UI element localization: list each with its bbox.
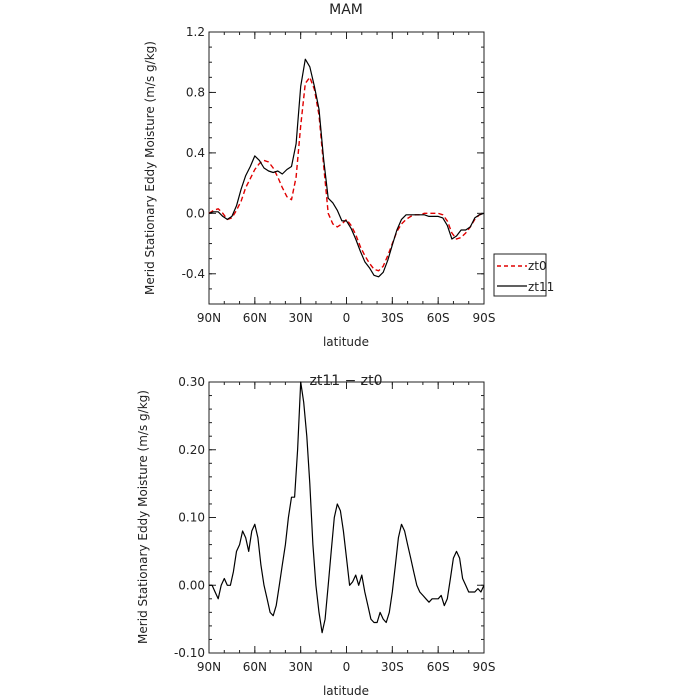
plot-frame xyxy=(208,31,485,305)
top-chart-title: MAM xyxy=(329,2,363,18)
x-tick-label: 90S xyxy=(473,660,496,674)
x-tick-label: 0 xyxy=(343,311,351,325)
x-tick-label: 60N xyxy=(243,660,267,674)
top-x-axis-label: latitude xyxy=(323,335,369,349)
x-tick-label: 90S xyxy=(473,311,496,325)
y-tick-label: 0.10 xyxy=(178,511,205,525)
series-line-diff-0 xyxy=(209,381,485,634)
x-tick-label: 60N xyxy=(243,311,267,325)
y-tick-label: -0.10 xyxy=(174,646,205,660)
y-tick-label: 0.0 xyxy=(186,206,205,220)
x-tick-label: 90N xyxy=(197,660,221,674)
x-tick-label: 90N xyxy=(197,311,221,325)
x-tick-label: 30N xyxy=(289,660,313,674)
plot-frame xyxy=(208,381,485,654)
y-tick-label: 0.30 xyxy=(178,375,205,389)
y-tick-label: 0.00 xyxy=(178,578,205,592)
series-line-zt0 xyxy=(208,76,485,272)
y-tick-label: -0.4 xyxy=(182,267,205,281)
y-tick-label: 0.4 xyxy=(186,146,205,160)
x-tick-label: 30N xyxy=(289,311,313,325)
bottom-chart-title: zt11 − zt0 xyxy=(309,373,382,389)
y-tick-label: 0.8 xyxy=(186,85,205,99)
x-tick-label: 60S xyxy=(427,311,450,325)
series-line-zt11 xyxy=(208,58,485,278)
bottom-panel: zt11 − zt0 latitude Merid Stationary Edd… xyxy=(136,373,495,698)
legend-label-zt11: zt11 xyxy=(528,280,554,294)
y-tick-label: 0.20 xyxy=(178,443,205,457)
top-panel: MAM latitude Merid Stationary Eddy Moist… xyxy=(143,2,495,349)
bottom-x-axis-label: latitude xyxy=(323,684,369,698)
legend-box xyxy=(493,253,547,297)
x-tick-label: 60S xyxy=(427,660,450,674)
x-tick-label: 30S xyxy=(381,311,404,325)
x-tick-label: 0 xyxy=(343,660,351,674)
top-y-axis-label: Merid Stationary Eddy Moisture (m/s g/kg… xyxy=(143,41,157,295)
y-tick-label: 1.2 xyxy=(186,25,205,39)
x-tick-label: 30S xyxy=(381,660,404,674)
top-legend: zt0 zt11 xyxy=(493,253,554,297)
bottom-y-axis-label: Merid Stationary Eddy Moisture (m/s g/kg… xyxy=(136,390,150,644)
legend-label-zt0: zt0 xyxy=(528,259,547,273)
